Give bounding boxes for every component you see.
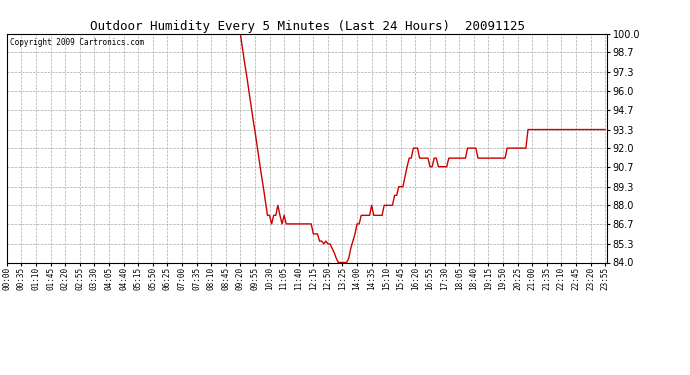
Text: Copyright 2009 Cartronics.com: Copyright 2009 Cartronics.com bbox=[10, 38, 144, 47]
Title: Outdoor Humidity Every 5 Minutes (Last 24 Hours)  20091125: Outdoor Humidity Every 5 Minutes (Last 2… bbox=[90, 20, 524, 33]
